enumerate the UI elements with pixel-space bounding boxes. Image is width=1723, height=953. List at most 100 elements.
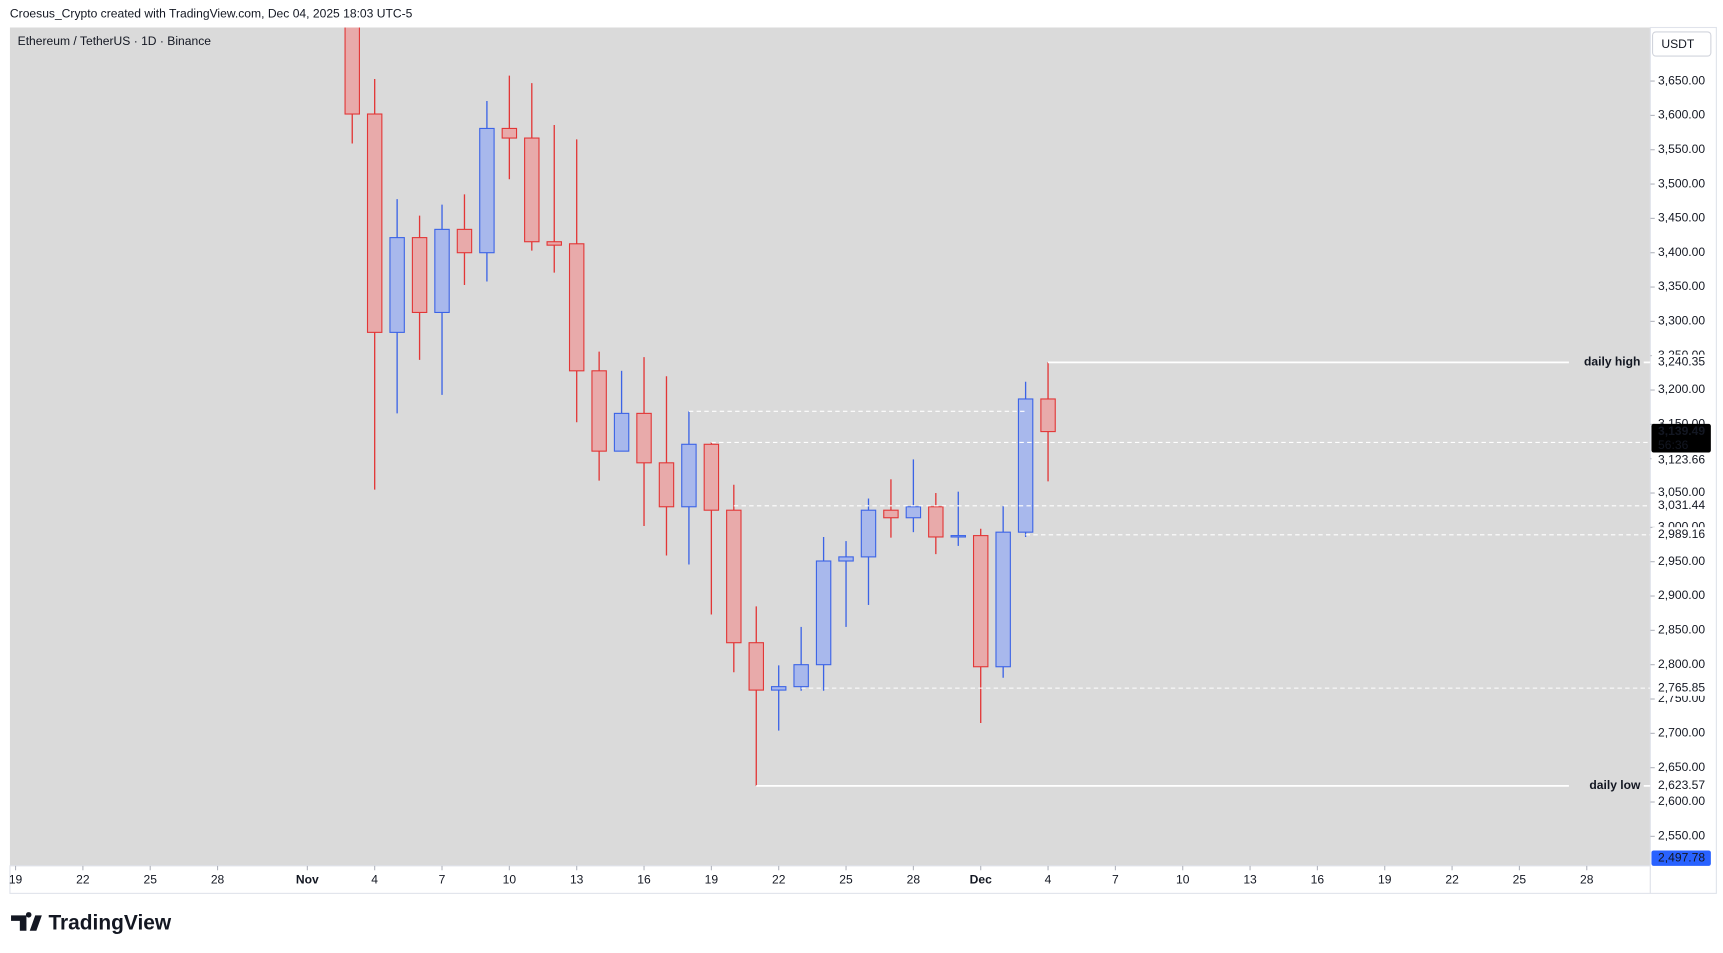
y-tick-label: 3,050.00 (1658, 485, 1705, 499)
candle-body (995, 531, 1011, 668)
x-tick-label: 16 (1311, 872, 1325, 886)
x-tick-label: 25 (143, 872, 157, 886)
candle-body (928, 506, 944, 538)
candle-body (793, 664, 809, 688)
candle-body (546, 241, 562, 246)
logo-icon (11, 912, 42, 931)
y-tick-label: 3,300.00 (1658, 314, 1705, 328)
price-countdown: 56:36 (1658, 438, 1689, 452)
candle-body (703, 443, 720, 511)
level-badge-bg (1651, 680, 1711, 696)
y-tick-label: 2,900.00 (1658, 588, 1705, 602)
candle-body (972, 535, 989, 668)
level-note-bg (1568, 354, 1644, 371)
candle-body (838, 556, 854, 562)
candle-body (681, 443, 697, 508)
candle-body (389, 237, 405, 333)
x-tick-label: 13 (1243, 872, 1257, 886)
x-tick-label: Nov (296, 872, 319, 886)
level-badge-bg (1651, 452, 1711, 468)
level-badge-bg (1651, 498, 1711, 514)
y-tick-label: 3,400.00 (1658, 245, 1705, 259)
candle-body (613, 412, 630, 452)
price-badge: 3,139.49 (1658, 424, 1705, 438)
x-tick-label: 19 (705, 872, 719, 886)
y-tick-label: 3,500.00 (1658, 176, 1705, 190)
candle-body (770, 686, 787, 691)
level-badge-bg (1651, 527, 1711, 543)
y-tick-label: 2,700.00 (1658, 726, 1705, 740)
candle-body (479, 127, 495, 254)
level-badge: 3,123.66 (1658, 452, 1705, 466)
x-tick-label: 10 (1176, 872, 1190, 886)
axis-layer: 2,550.002,600.002,650.002,700.002,750.00… (9, 73, 1711, 886)
x-tick-label: 28 (907, 872, 921, 886)
level-badge: 2,765.85 (1658, 680, 1705, 694)
price-badge-bg (1651, 423, 1711, 453)
candle-body (524, 137, 540, 243)
symbol-title: Ethereum / TetherUS · 1D · Binance (18, 34, 212, 48)
level-badge-bg (1651, 354, 1711, 371)
y-tick-label: 2,550.00 (1658, 829, 1705, 843)
bottom-badge-bg (1651, 850, 1711, 866)
candle-body (815, 560, 832, 666)
x-tick-label: 4 (371, 872, 378, 886)
candle-body (883, 509, 899, 519)
x-tick-label: 7 (439, 872, 446, 886)
level-badge: 3,240.35 (1658, 355, 1705, 369)
candle-body (636, 412, 652, 464)
x-tick-label: 7 (1112, 872, 1119, 886)
level-badge: 2,989.16 (1658, 527, 1705, 541)
level-badge: 2,623.57 (1658, 778, 1705, 792)
candle-body (1040, 398, 1056, 433)
candle-body (568, 243, 585, 372)
candle-body (501, 127, 518, 139)
candle-body (905, 506, 922, 519)
candle-body (456, 228, 473, 254)
candle-body (591, 370, 607, 452)
time-axis (9, 865, 1651, 894)
x-tick-label: 28 (1580, 872, 1594, 886)
x-tick-label: 25 (839, 872, 853, 886)
candle-body (658, 462, 675, 508)
currency-button[interactable] (1651, 31, 1712, 57)
header-text: Croesus_Crypto created with TradingView.… (10, 7, 413, 21)
candle-body (1017, 398, 1034, 533)
y-tick-label: 3,450.00 (1658, 211, 1705, 225)
plot-layer: daily high daily low (344, 27, 1651, 794)
y-tick-label: 2,600.00 (1658, 794, 1705, 808)
candle-body (950, 535, 967, 538)
x-tick-label: 19 (1378, 872, 1392, 886)
currency-label[interactable]: USDT (1661, 37, 1695, 51)
candle-body (344, 27, 360, 115)
y-tick-label: 3,200.00 (1658, 382, 1705, 396)
candle-body (748, 642, 764, 691)
level-badge: 3,031.44 (1658, 498, 1705, 512)
x-tick-label: 10 (503, 872, 517, 886)
y-tick-label: 2,800.00 (1658, 657, 1705, 671)
y-tick-label: 3,550.00 (1658, 142, 1705, 156)
y-tick-label: 3,350.00 (1658, 279, 1705, 293)
x-tick-label: 16 (637, 872, 651, 886)
x-tick-label: Dec (970, 872, 992, 886)
level-badge-bg (1651, 778, 1711, 794)
x-tick-label: 22 (1445, 872, 1459, 886)
y-tick-label: 2,650.00 (1658, 760, 1705, 774)
x-tick-label: 19 (9, 872, 23, 886)
level-note: daily high (1584, 355, 1640, 369)
x-tick-label: 25 (1513, 872, 1527, 886)
candle-body (366, 113, 383, 333)
level-note: daily low (1589, 778, 1641, 792)
x-tick-label: 28 (211, 872, 225, 886)
logo: TradingView (11, 912, 172, 935)
bottom-badge: 2,497.78 (1658, 850, 1705, 864)
x-tick-label: 22 (76, 872, 90, 886)
candle-body (411, 237, 428, 314)
level-note-bg (1568, 778, 1644, 794)
y-tick-label: 3,600.00 (1658, 108, 1705, 122)
y-tick-label: 2,850.00 (1658, 623, 1705, 637)
y-tick-label: 2,950.00 (1658, 554, 1705, 568)
x-tick-label: 22 (772, 872, 786, 886)
candle-body (860, 509, 877, 558)
